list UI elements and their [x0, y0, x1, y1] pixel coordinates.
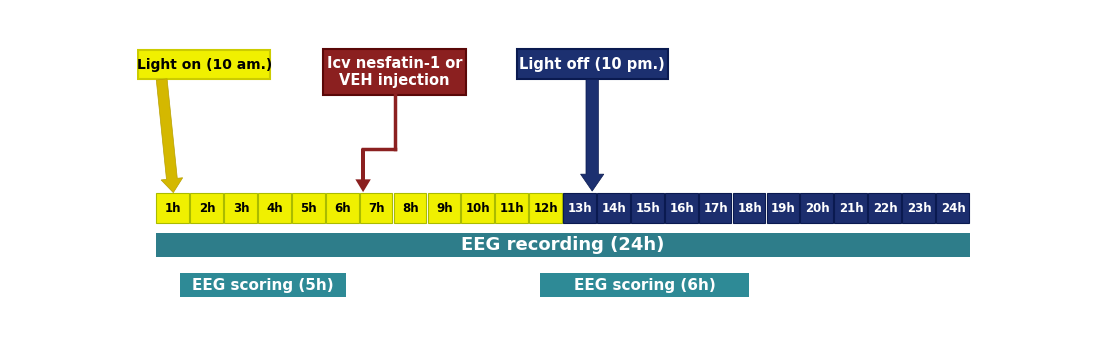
Bar: [902, 193, 935, 223]
Text: 6h: 6h: [334, 201, 351, 215]
Bar: [323, 48, 466, 95]
Text: 8h: 8h: [402, 201, 419, 215]
Text: 17h: 17h: [703, 201, 728, 215]
Text: 21h: 21h: [839, 201, 864, 215]
Bar: [834, 193, 867, 223]
Bar: [292, 193, 324, 223]
FancyArrow shape: [580, 79, 603, 191]
Text: 3h: 3h: [233, 201, 250, 215]
Text: EEG recording (24h): EEG recording (24h): [461, 236, 665, 254]
Bar: [800, 193, 833, 223]
Text: 23h: 23h: [907, 201, 932, 215]
Text: 12h: 12h: [534, 201, 558, 215]
Text: 13h: 13h: [568, 201, 592, 215]
Text: 4h: 4h: [266, 201, 284, 215]
Bar: [495, 193, 528, 223]
Text: 24h: 24h: [941, 201, 966, 215]
Bar: [699, 193, 731, 223]
Bar: [529, 193, 562, 223]
Text: 9h: 9h: [436, 201, 452, 215]
Bar: [191, 193, 223, 223]
Bar: [936, 193, 969, 223]
Bar: [540, 274, 749, 297]
Bar: [868, 193, 901, 223]
Text: 5h: 5h: [300, 201, 318, 215]
Text: Light off (10 pm.): Light off (10 pm.): [519, 57, 665, 72]
Text: 2h: 2h: [199, 201, 216, 215]
Text: 20h: 20h: [805, 201, 830, 215]
Bar: [157, 233, 970, 257]
Bar: [427, 193, 460, 223]
Bar: [766, 193, 799, 223]
Text: 1h: 1h: [165, 201, 182, 215]
FancyArrow shape: [358, 149, 368, 189]
Text: 16h: 16h: [669, 201, 694, 215]
Text: 7h: 7h: [368, 201, 384, 215]
Text: EEG scoring (6h): EEG scoring (6h): [574, 278, 715, 292]
Bar: [517, 48, 668, 79]
Bar: [733, 193, 765, 223]
Text: 15h: 15h: [635, 201, 660, 215]
Bar: [631, 193, 664, 223]
Bar: [180, 274, 346, 297]
Text: 18h: 18h: [737, 201, 762, 215]
Bar: [665, 193, 698, 223]
Text: 22h: 22h: [873, 201, 898, 215]
Text: Icv nesfatin-1 or
VEH injection: Icv nesfatin-1 or VEH injection: [326, 56, 462, 88]
Bar: [224, 193, 257, 223]
Text: EEG scoring (5h): EEG scoring (5h): [192, 278, 334, 292]
FancyArrow shape: [157, 79, 183, 193]
Text: Light on (10 am.): Light on (10 am.): [137, 58, 272, 72]
Bar: [461, 193, 494, 223]
Text: 19h: 19h: [771, 201, 796, 215]
Bar: [258, 193, 290, 223]
Text: 14h: 14h: [601, 201, 626, 215]
Bar: [138, 50, 270, 79]
Bar: [157, 193, 189, 223]
Text: 11h: 11h: [500, 201, 525, 215]
Bar: [393, 193, 426, 223]
Text: 10h: 10h: [466, 201, 491, 215]
Bar: [326, 193, 358, 223]
Bar: [359, 193, 392, 223]
Bar: [597, 193, 630, 223]
Bar: [563, 193, 596, 223]
